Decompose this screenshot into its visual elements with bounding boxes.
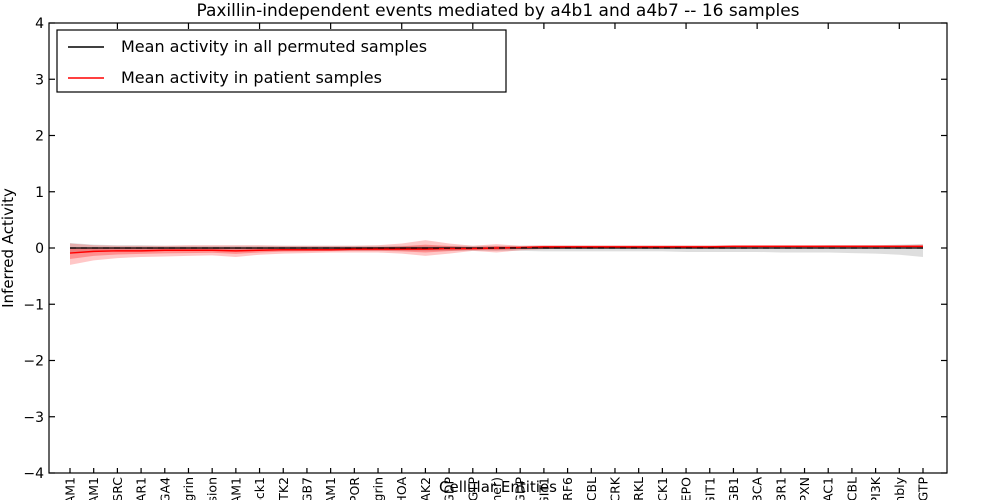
x-tick-label: PI3K — [868, 476, 883, 500]
y-tick-label: −1 — [23, 297, 44, 313]
x-tick-label: alpha4/beta1 Integrin/Paxillin/GIT1 — [536, 477, 551, 500]
x-tick-label: EPOR — [347, 477, 362, 500]
legend-box — [56, 29, 507, 93]
x-tick-label: CBL — [584, 477, 599, 500]
x-tick-label: MADCAM1 — [323, 477, 338, 500]
y-tick-label: 2 — [35, 129, 44, 145]
x-tick-label: alpha4/beta1 Integrin — [371, 477, 386, 500]
x-tick-label: cell adhesion — [205, 477, 220, 500]
x-tick-label: CRKL/CBL — [844, 477, 859, 500]
x-tick-label: ITGA4 — [157, 477, 172, 500]
plot-area: −4 −3 −2 −1 0 1 2 3 4 VCAM1 alpha4/beta1 Integrin/… — [23, 16, 947, 500]
x-tick-label: RAC1 — [821, 477, 836, 500]
x-tick-label: ARF6 — [560, 477, 575, 500]
x-tick-label: ITGB1 — [726, 477, 741, 500]
y-tick-label: −4 — [23, 466, 44, 482]
x-tick-label: Rac1/GTP — [916, 477, 931, 500]
y-tick-label: 3 — [35, 72, 44, 88]
x-tick-label: p130Cas/Crk/Dock1 — [252, 477, 267, 500]
x-tick-label: lamellipodium assembly — [892, 476, 907, 500]
x-axis-label: Cellular Entities — [439, 478, 557, 496]
y-tick-label: −3 — [23, 410, 44, 426]
x-tick-label: CRK — [607, 476, 622, 500]
x-tick-label: EPO — [679, 477, 694, 500]
legend-label-patient: Mean activity in patient samples — [121, 68, 382, 87]
x-tick-label: alpha4/beta1 Integrin/VCAM1 — [86, 477, 101, 500]
x-tick-label: Rac1/GDP — [513, 477, 528, 500]
x-tick-label: PTK2 — [276, 477, 291, 500]
plot-border — [48, 22, 948, 474]
y-axis-label: Inferred Activity — [0, 188, 17, 308]
x-tick-label: PIK3CA — [750, 477, 765, 500]
x-tick-label: RHOA — [394, 477, 409, 500]
x-tick-label: alpha4/beta7 Integrin — [181, 477, 196, 500]
y-tick-label: 1 — [35, 185, 44, 201]
chart-title: Paxillin-independent events mediated by … — [196, 1, 799, 21]
legend: Mean activity in all permuted samples Me… — [56, 29, 507, 93]
x-tick-label: SRC — [110, 477, 125, 500]
x-tick-label: JAK2 — [418, 477, 433, 500]
x-tick-label: PIK3R1 — [773, 477, 788, 500]
x-tick-label: VCAM1 — [63, 477, 78, 500]
legend-label-permuted: Mean activity in all permuted samples — [121, 37, 427, 56]
y-tick-label: −2 — [23, 354, 44, 370]
y-tick-label: 4 — [35, 16, 44, 32]
x-tick-label: CRKL — [631, 477, 646, 500]
y-tick-label: 0 — [35, 241, 44, 257]
x-tick-label: mol:GTP — [465, 477, 480, 500]
x-tick-label: BCAR1 — [134, 477, 149, 500]
x-tick-label: alpha4/beta7 Integrin/MAdCAM1 — [228, 477, 243, 500]
x-tick-label: GIT1 — [702, 477, 717, 500]
x-tick-label: EPO/EPOR (dimer) — [489, 477, 504, 500]
patient-mean-line — [69, 245, 923, 254]
x-tick-label: mol:GDP — [442, 477, 457, 500]
x-tick-label: ITGB7 — [299, 477, 314, 500]
x-tick-label: PXN — [797, 477, 812, 500]
x-tick-label: DOCK1 — [655, 477, 670, 500]
